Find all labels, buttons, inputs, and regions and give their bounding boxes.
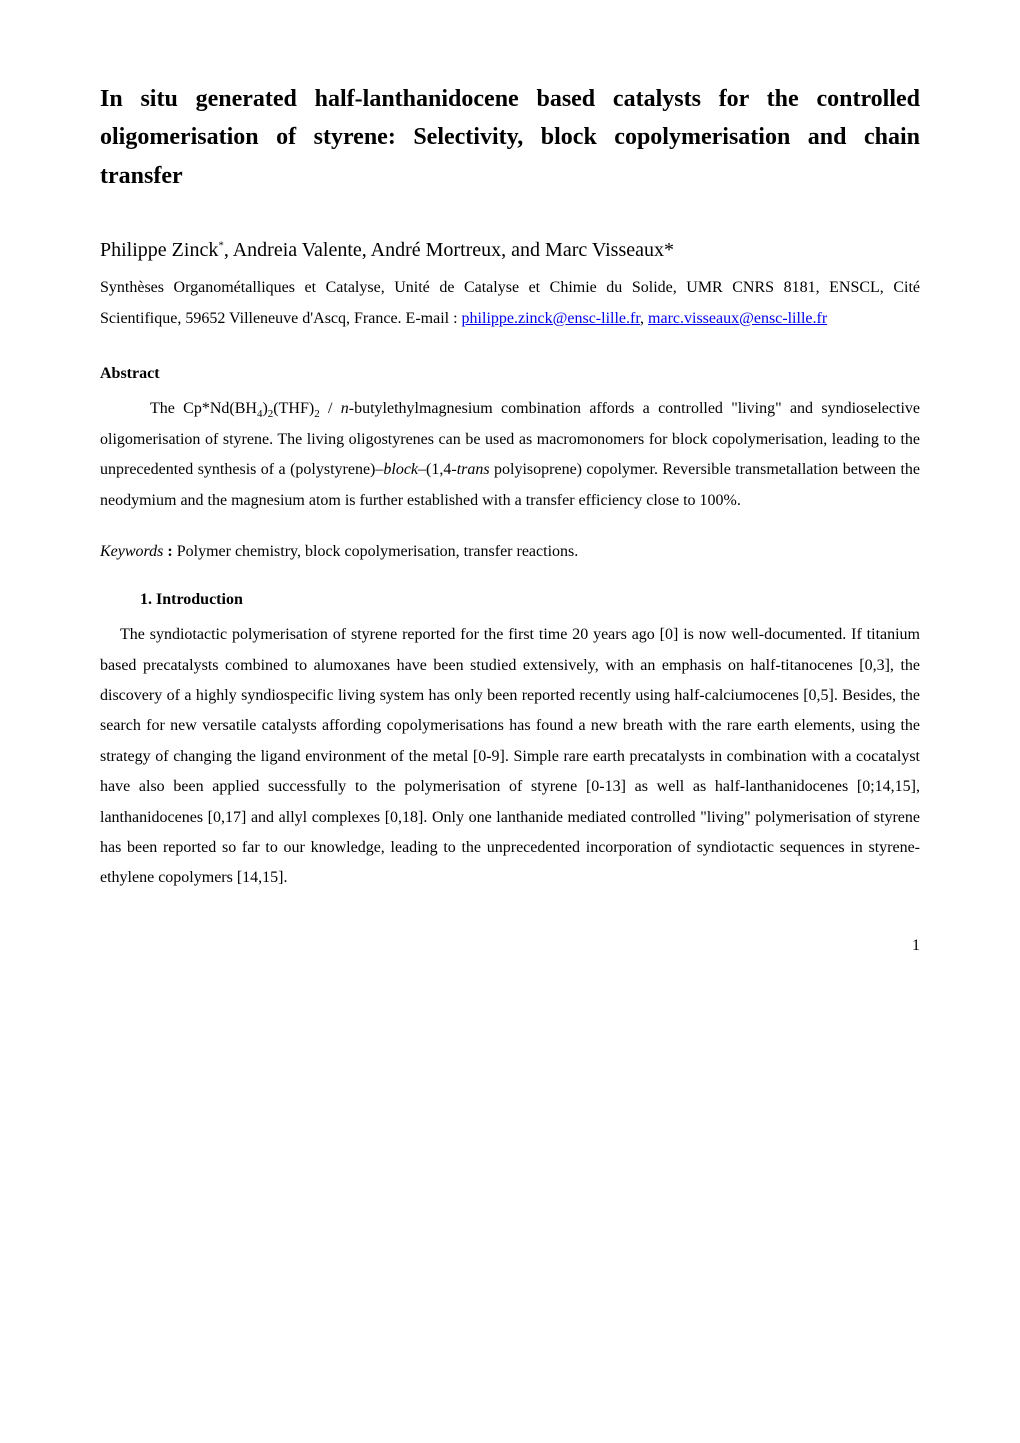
email-link-2[interactable]: marc.visseaux@ensc-lille.fr [648,310,827,327]
paper-title: In situ generated half-lanthanidocene ba… [100,80,920,195]
keywords-label: Keywords [100,543,163,560]
page-number: 1 [100,934,920,958]
keywords-sep: : [163,543,176,560]
keywords-line: Keywords : Polymer chemistry, block copo… [100,540,920,564]
authors-text: Philippe Zinck*, Andreia Valente, André … [100,239,674,261]
introduction-body: The syndiotactic polymerisation of styre… [100,620,920,894]
authors-line: Philippe Zinck*, Andreia Valente, André … [100,235,920,265]
affiliation-block: Synthèses Organométalliques et Catalyse,… [100,273,920,334]
email-link-1[interactable]: philippe.zinck@ensc-lille.fr [462,310,640,327]
abstract-text: The Cp*Nd(BH4)2(THF)2 / n-butylethylmagn… [100,400,920,509]
abstract-body: The Cp*Nd(BH4)2(THF)2 / n-butylethylmagn… [100,394,920,516]
keywords-text: Polymer chemistry, block copolymerisatio… [177,543,579,560]
abstract-heading: Abstract [100,362,920,386]
email-separator: , [640,310,648,327]
introduction-heading: 1. Introduction [140,588,920,612]
